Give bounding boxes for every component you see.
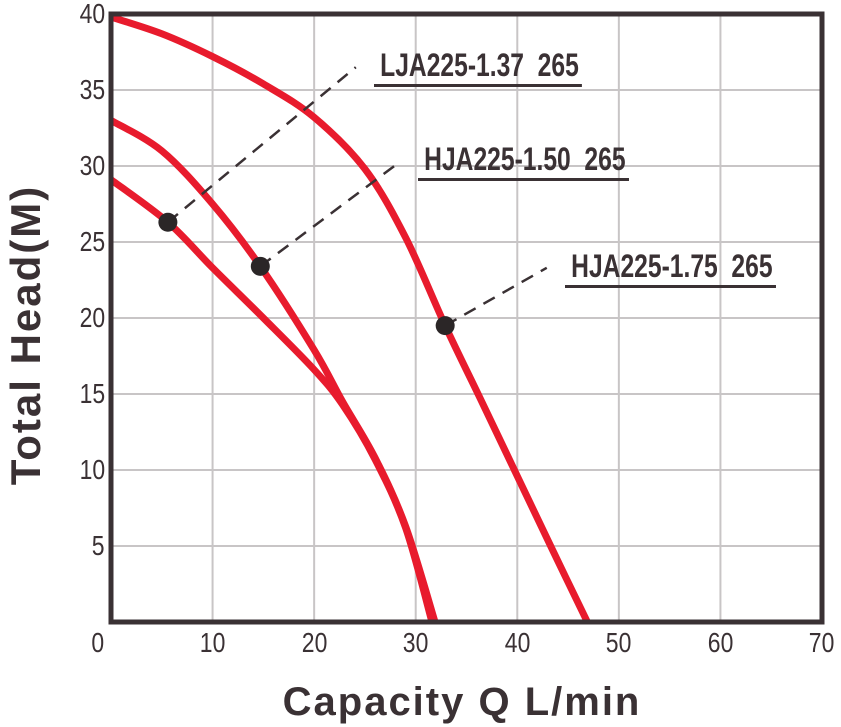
curve-label-hja225-150: HJA225-1.50 265 bbox=[400, 124, 691, 199]
curve-label-hja225-175: HJA225-1.75 265 bbox=[547, 231, 838, 306]
x-axis-title: Capacity Q L/min bbox=[282, 680, 642, 724]
y-tick-label: 35 bbox=[79, 74, 105, 105]
pump-curve-0 bbox=[108, 176, 436, 623]
y-tick-label: 5 bbox=[92, 530, 105, 561]
x-tick-label: 10 bbox=[199, 627, 226, 658]
plot-border bbox=[108, 11, 825, 625]
leader-line-0 bbox=[167, 66, 357, 224]
x-tick-label: 70 bbox=[809, 627, 835, 658]
y-tick-label: 15 bbox=[79, 378, 105, 409]
x-tick-label: 60 bbox=[707, 627, 734, 658]
curve-label-lja225-137: LJA225-1.37 265 bbox=[356, 30, 644, 105]
y-tick-label: 40 bbox=[79, 0, 105, 29]
curve-marker-2 bbox=[435, 316, 455, 336]
leader-line-2 bbox=[444, 266, 548, 327]
y-tick-label: 10 bbox=[79, 454, 105, 485]
y-tick-label: 20 bbox=[79, 302, 105, 333]
curve-label-text: HJA225-1.75 265 bbox=[564, 249, 776, 288]
x-tick-label: 40 bbox=[504, 627, 531, 658]
leader-line-1 bbox=[259, 160, 402, 268]
x-tick-label: 0 bbox=[91, 627, 105, 658]
y-tick-label: 25 bbox=[79, 226, 105, 257]
y-tick-label: 30 bbox=[79, 150, 105, 181]
x-tick-label: 20 bbox=[301, 627, 327, 658]
pump-curve-1 bbox=[109, 117, 439, 624]
x-tick-label: 30 bbox=[402, 627, 429, 658]
curve-marker-0 bbox=[158, 212, 178, 232]
curve-label-text: HJA225-1.50 265 bbox=[418, 142, 629, 182]
x-tick-label: 50 bbox=[606, 627, 632, 658]
curve-label-text: LJA225-1.37 265 bbox=[373, 48, 582, 88]
grid-lines bbox=[110, 13, 823, 623]
pump-curve-2 bbox=[109, 13, 591, 624]
curve-marker-1 bbox=[250, 256, 270, 276]
